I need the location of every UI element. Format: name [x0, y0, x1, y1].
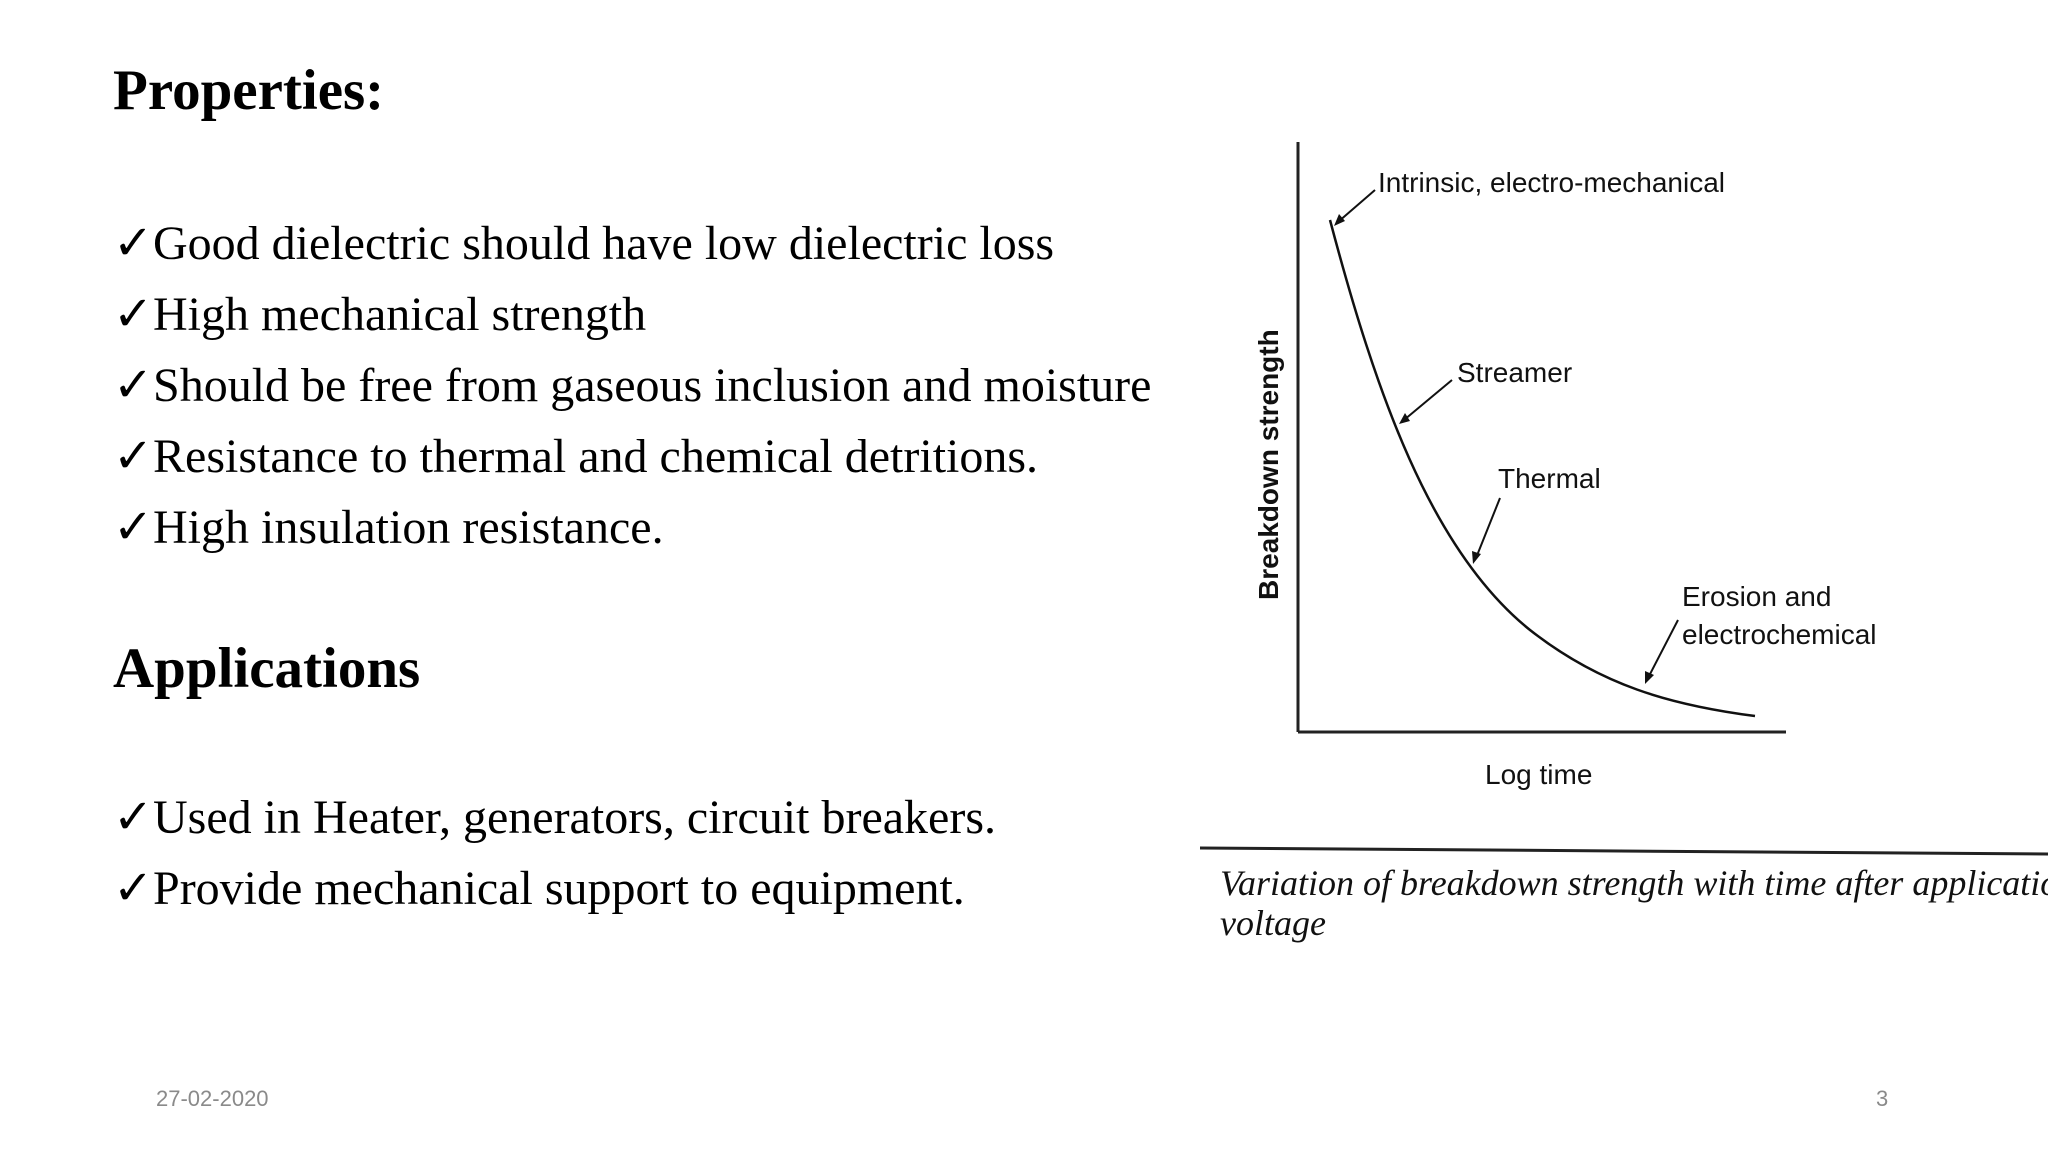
list-item: ✓Resistance to thermal and chemical detr…: [113, 421, 1203, 492]
property-text: High mechanical strength: [153, 288, 647, 341]
breakdown-curve: [1328, 219, 1756, 718]
application-text: Used in Heater, generators, circuit brea…: [153, 791, 997, 844]
intrinsic-label: Intrinsic, electro-mechanical: [1378, 167, 1725, 198]
x-axis-label: Log time: [1485, 759, 1592, 790]
caption-rule: [1200, 846, 2048, 856]
list-item: ✓Provide mechanical support to equipment…: [113, 853, 1203, 924]
properties-heading: Properties:: [113, 59, 385, 122]
check-icon: ✓: [113, 217, 154, 270]
properties-list: ✓Good dielectric should have low dielect…: [113, 208, 1203, 563]
streamer-leader: [1403, 379, 1453, 421]
figure-caption-line2: voltage: [1220, 903, 1326, 943]
property-text: Good dielectric should have low dielectr…: [153, 217, 1055, 270]
application-text: Provide mechanical support to equipment.: [153, 862, 965, 915]
breakdown-strength-figure: Breakdown strength Log time Intrinsic, e…: [1200, 142, 2048, 943]
erosion-label-line2: electrochemical: [1682, 619, 1877, 650]
thermal-arrowhead: [1472, 551, 1481, 564]
thermal-label: Thermal: [1498, 463, 1601, 494]
thermal-leader: [1475, 497, 1501, 559]
check-icon: ✓: [113, 359, 154, 412]
property-text: Resistance to thermal and chemical detri…: [153, 430, 1039, 483]
erosion-arrowhead: [1645, 671, 1654, 684]
list-item: ✓Should be free from gaseous inclusion a…: [113, 350, 1203, 421]
list-item: ✓Used in Heater, generators, circuit bre…: [113, 782, 1203, 853]
page-number: 3: [1876, 1086, 1889, 1111]
property-text: High insulation resistance.: [153, 501, 664, 554]
y-axis-label: Breakdown strength: [1253, 329, 1284, 600]
list-item: ✓Good dielectric should have low dielect…: [113, 208, 1203, 279]
check-icon: ✓: [113, 791, 154, 844]
applications-list: ✓Used in Heater, generators, circuit bre…: [113, 782, 1203, 924]
streamer-label: Streamer: [1457, 357, 1572, 388]
check-icon: ✓: [113, 862, 154, 915]
streamer-arrowhead: [1399, 413, 1410, 424]
check-icon: ✓: [113, 501, 154, 554]
check-icon: ✓: [113, 288, 154, 341]
property-text: Should be free from gaseous inclusion an…: [153, 359, 1152, 412]
erosion-leader: [1647, 619, 1679, 679]
figure-caption-line1: Variation of breakdown strength with tim…: [1220, 863, 2048, 903]
applications-heading: Applications: [113, 637, 421, 700]
intrinsic-arrowhead: [1334, 214, 1345, 226]
intrinsic-leader: [1337, 189, 1376, 223]
list-item: ✓High insulation resistance.: [113, 492, 1203, 563]
erosion-label-line1: Erosion and: [1682, 581, 1831, 612]
list-item: ✓High mechanical strength: [113, 279, 1203, 350]
footer-date: 27-02-2020: [156, 1086, 269, 1111]
check-icon: ✓: [113, 430, 154, 483]
